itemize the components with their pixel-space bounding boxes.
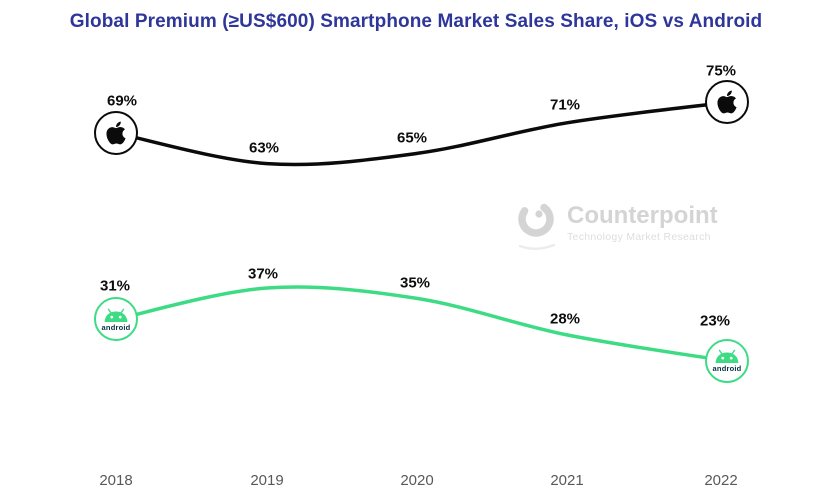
ios-line-series [114,100,729,167]
watermark-text: Counterpoint Technology Market Research [567,201,718,243]
apple-icon [717,91,737,114]
watermark-swoosh [518,243,556,250]
apple-logo-marker-2018 [94,111,138,155]
ios-value-label-2019: 63% [248,139,280,157]
ios-value-label-2020: 65% [396,129,428,147]
apple-icon [106,121,126,145]
x-axis-label-2018: 2018 [99,472,133,489]
android-value-label-2020: 35% [399,274,431,292]
android-logo-marker-2018: android [94,297,138,342]
logo-dot [535,210,543,218]
android-robot-icon [104,308,128,322]
watermark-brand: Counterpoint [567,201,718,229]
android-line-series [114,285,729,363]
android-robot-icon [715,349,739,364]
chart-title: Global Premium (≥US$600) Smartphone Mark… [69,11,763,32]
x-axis-label-2021: 2021 [550,472,584,489]
counterpoint-watermark: Counterpoint Technology Market Research [514,194,718,252]
ios-value-label-2021: 71% [549,96,581,114]
android-value-label-2019: 37% [247,265,279,283]
android-value-label-2021: 28% [549,310,581,328]
x-axis-label-2022: 2022 [704,472,738,489]
ios-value-label-2018: 69% [106,92,138,110]
android-wordmark: android [101,322,131,332]
apple-logo-marker-2022 [705,80,749,125]
android-logo-marker-2022: android [705,338,749,383]
watermark-tagline: Technology Market Research [567,230,711,243]
x-axis-label-2019: 2019 [250,472,284,489]
counterpoint-logo-icon [518,201,556,250]
x-axis-label-2020: 2020 [400,472,434,489]
android-value-label-2018: 31% [99,277,131,295]
android-wordmark: android [712,364,742,374]
android-value-label-2022: 23% [699,312,731,330]
ios-value-label-2022: 75% [705,62,737,80]
